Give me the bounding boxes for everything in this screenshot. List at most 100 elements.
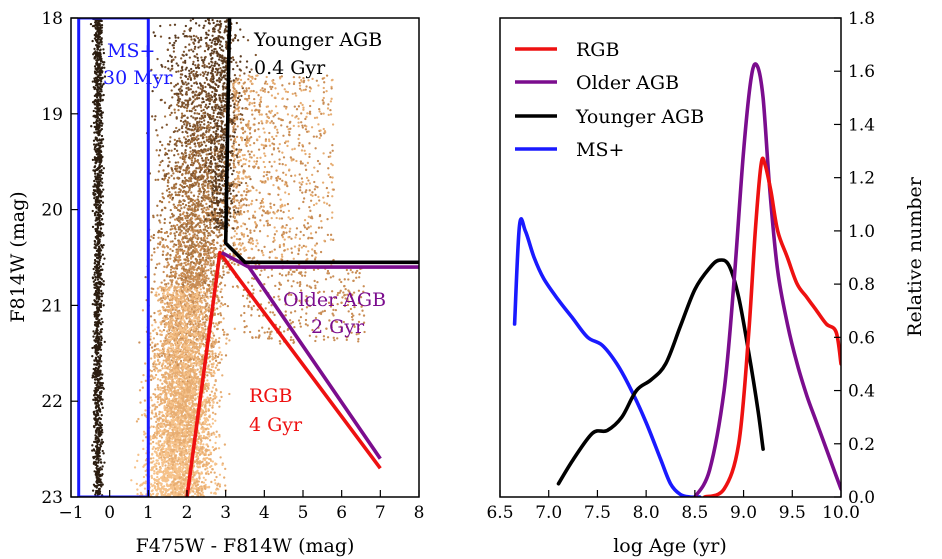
- star-point: [181, 115, 184, 118]
- star-point: [181, 217, 184, 220]
- star-point: [188, 233, 191, 236]
- star-point: [95, 59, 98, 62]
- star-point: [205, 256, 208, 259]
- star-point: [99, 73, 102, 77]
- star-point: [100, 80, 103, 83]
- star-point: [96, 288, 99, 292]
- star-point: [169, 247, 172, 251]
- star-point: [175, 230, 178, 234]
- star-point: [99, 422, 102, 425]
- star-point: [190, 159, 194, 162]
- star-point: [197, 203, 200, 206]
- star-point: [96, 231, 99, 234]
- star-point: [94, 67, 97, 70]
- star-point: [154, 178, 157, 181]
- star-point: [166, 274, 169, 277]
- star-point: [220, 122, 224, 125]
- star-point: [177, 191, 180, 194]
- star-point: [100, 360, 103, 363]
- star-point: [209, 267, 212, 270]
- star-point: [97, 269, 100, 273]
- star-point: [99, 149, 102, 152]
- star-point: [213, 342, 217, 345]
- star-point: [94, 94, 97, 97]
- star-point: [93, 196, 96, 200]
- star-point: [193, 142, 196, 146]
- star-point: [101, 195, 105, 198]
- star-point: [156, 57, 159, 61]
- star-point: [141, 386, 144, 389]
- star-point: [200, 38, 203, 41]
- star-point: [207, 187, 210, 190]
- star-point: [153, 318, 156, 322]
- star-point: [212, 263, 215, 267]
- star-point: [198, 192, 201, 196]
- star-point: [216, 355, 220, 359]
- star-point: [95, 445, 99, 448]
- star-point: [161, 305, 164, 309]
- star-point: [94, 351, 97, 354]
- star-point: [194, 98, 197, 101]
- star-point: [139, 401, 142, 404]
- star-point: [206, 374, 209, 377]
- star-point: [156, 352, 159, 356]
- star-point: [99, 364, 102, 368]
- star-point: [186, 269, 189, 272]
- star-point: [173, 147, 176, 151]
- star-point: [100, 24, 104, 27]
- star-point: [95, 157, 98, 160]
- star-point: [100, 403, 103, 406]
- star-point: [203, 123, 206, 126]
- star-point: [171, 196, 175, 200]
- star-point: [95, 254, 98, 257]
- star-point: [99, 222, 103, 225]
- star-point: [196, 74, 199, 77]
- star-point: [233, 327, 236, 330]
- star-point: [237, 100, 240, 104]
- star-point: [172, 259, 176, 262]
- star-point: [153, 118, 157, 121]
- star-point: [160, 402, 164, 405]
- star-point: [100, 428, 104, 432]
- star-point: [205, 153, 208, 156]
- star-point: [184, 45, 187, 49]
- star-point: [205, 274, 209, 277]
- star-point: [182, 61, 185, 64]
- star-point: [99, 99, 102, 103]
- star-point: [97, 174, 100, 177]
- star-point: [101, 201, 105, 204]
- star-point: [231, 152, 234, 155]
- star-point: [169, 196, 172, 199]
- star-point: [177, 64, 180, 67]
- star-point: [91, 39, 94, 43]
- star-point: [204, 420, 208, 424]
- star-point: [97, 489, 101, 492]
- star-point: [97, 142, 100, 145]
- star-point: [150, 425, 153, 428]
- star-point: [172, 46, 176, 50]
- star-point: [197, 86, 200, 89]
- star-point: [187, 166, 191, 169]
- star-point: [165, 172, 168, 176]
- star-point: [136, 492, 139, 496]
- star-point: [188, 225, 192, 229]
- star-point: [163, 174, 166, 178]
- star-point: [190, 84, 193, 88]
- star-point: [157, 236, 160, 239]
- star-point: [212, 239, 215, 242]
- star-point: [151, 404, 154, 407]
- star-point: [232, 180, 235, 183]
- star-point: [93, 179, 96, 183]
- star-point: [160, 436, 164, 439]
- star-point: [99, 190, 102, 193]
- star-point: [150, 346, 154, 349]
- star-point: [220, 276, 224, 279]
- star-point: [98, 426, 101, 430]
- star-point: [99, 480, 102, 483]
- star-point: [203, 133, 206, 137]
- star-point: [190, 67, 193, 71]
- star-point: [163, 115, 167, 118]
- star-point: [98, 70, 102, 73]
- star-point: [194, 118, 197, 121]
- star-point: [205, 212, 209, 215]
